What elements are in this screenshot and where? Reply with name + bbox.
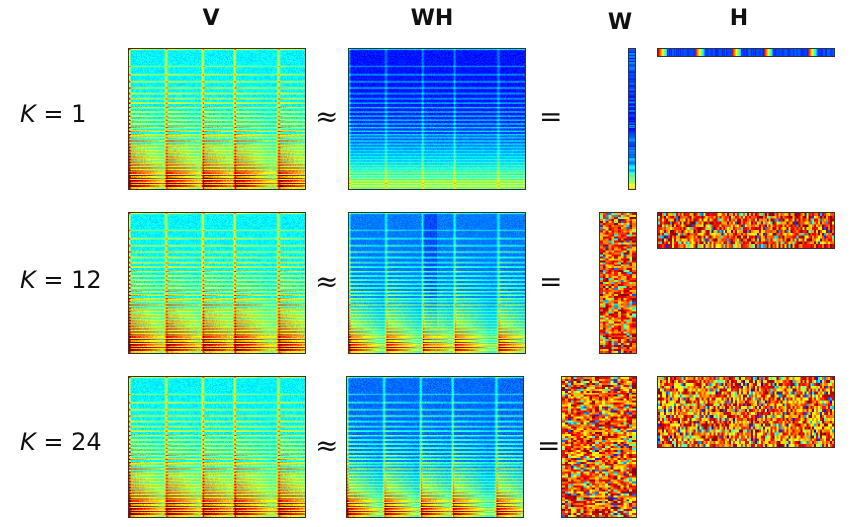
approx-sign-k24: ≈ — [315, 429, 339, 462]
k-value: 12 — [71, 266, 102, 294]
header-v: V — [202, 6, 220, 31]
equals-sign-k12: = — [539, 265, 563, 298]
matrix-w-k1 — [628, 48, 636, 190]
matrix-wh-k24 — [346, 376, 524, 518]
matrix-v-k1 — [128, 48, 306, 190]
k-symbol: K — [20, 266, 36, 294]
matrix-wh-k1 — [348, 48, 526, 190]
matrix-h-k24 — [657, 376, 835, 448]
k-symbol: K — [20, 100, 36, 128]
matrix-w-k24 — [561, 376, 637, 518]
k-symbol: K — [20, 428, 36, 456]
equals-sign: = — [43, 428, 64, 456]
matrix-v-k12 — [128, 212, 306, 354]
equals-sign: = — [43, 266, 64, 294]
equals-sign: = — [43, 100, 64, 128]
header-wh: WH — [410, 6, 454, 31]
header-w: W — [607, 10, 633, 35]
header-h: H — [729, 6, 749, 31]
row-label-k1: K = 1 — [20, 100, 86, 128]
approx-sign-k1: ≈ — [315, 100, 339, 133]
row-label-k12: K = 12 — [20, 266, 102, 294]
k-value: 1 — [71, 100, 87, 128]
equals-sign-k1: = — [539, 100, 563, 133]
matrix-wh-k12 — [348, 212, 526, 354]
matrix-w-k12 — [599, 212, 637, 354]
row-label-k24: K = 24 — [20, 428, 102, 456]
equals-sign-k24: = — [537, 429, 561, 462]
k-value: 24 — [71, 428, 102, 456]
matrix-h-k1 — [657, 48, 835, 57]
matrix-v-k24 — [128, 376, 306, 518]
matrix-h-k12 — [657, 212, 835, 249]
approx-sign-k12: ≈ — [315, 265, 339, 298]
